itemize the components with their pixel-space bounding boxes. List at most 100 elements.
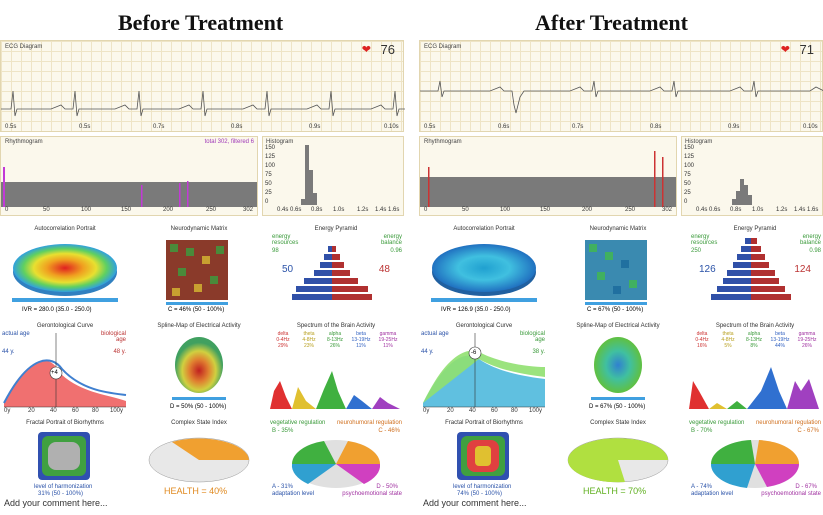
fractal-title: Fractal Portrait of Biorhythms: [445, 420, 523, 426]
rhythmogram-tick: 100: [81, 207, 92, 213]
rhythmogram-tick: 0: [5, 207, 9, 213]
geron-title: Gerontological Curve: [36, 323, 94, 329]
fractal-title: Fractal Portrait of Biorhythms: [26, 420, 104, 426]
energy-title: Energy Pyramid: [733, 226, 777, 232]
pie-al-value: A - 74%: [691, 484, 713, 490]
geron-marker: +4: [51, 370, 58, 376]
rhythmogram-tick: 0: [424, 207, 428, 213]
ecg-trace: [420, 80, 823, 114]
histogram-xtick: 0.4s 0.6s: [277, 207, 302, 213]
histogram-ytick: 0: [684, 199, 688, 205]
rhythmogram-tick: 250: [625, 207, 636, 213]
neurodynamic-title: Neurodynamic Matrix: [589, 226, 647, 232]
histogram-ytick: 50: [684, 181, 691, 187]
geron-actual-label: actual age: [2, 331, 30, 337]
histogram-ytick: 25: [684, 190, 691, 196]
heading-before: Before Treatment: [118, 10, 284, 35]
energy-balance-label: energy balance: [380, 234, 402, 246]
histogram-xtick: 1.0s: [333, 207, 345, 213]
band-delta: delta 0-4Hz 29%: [276, 331, 290, 349]
geron-xtick: 0y: [4, 408, 11, 414]
energy-left-big: 126: [699, 264, 716, 275]
ecg-tick: 0.9s: [309, 124, 321, 130]
comment-input[interactable]: Add your comment here...: [4, 498, 108, 508]
spline-title: Spline-Map of Electrical Activity: [576, 323, 660, 329]
energy-resources-value: 250: [691, 248, 702, 254]
histogram-xtick: 0.8s: [730, 207, 742, 213]
energy-resources-value: 98: [272, 248, 279, 254]
row-portraits: Autocorrelation Portrait IVR = 126.9 (35…: [419, 226, 823, 314]
brain-spectrum: Spectrum of the Brain Activity delta 0-4H…: [687, 323, 823, 415]
pie-vr-value: B - 35%: [272, 428, 294, 434]
rhythmogram-tick: 150: [121, 207, 132, 213]
neurodynamic-c: C = 46% (50 - 100%): [168, 307, 225, 313]
pie-ps-value: D - 50%: [376, 484, 398, 490]
complex-health: HEALTH = 70%: [583, 486, 647, 496]
energy-right-big: 48: [378, 264, 390, 275]
geron-bio-label: biological age: [519, 331, 545, 343]
geron-xtick: 80: [511, 408, 518, 414]
energy-resources-label: energy resources: [272, 234, 299, 246]
complex-state-index: Complex State Index HEALTH = 70%: [555, 420, 681, 510]
histogram-ytick: 25: [265, 190, 272, 196]
pie-al-value: A - 31%: [272, 484, 294, 490]
autocorrelation-portrait: Autocorrelation Portrait IVR = 280.0 (35…: [0, 226, 130, 314]
autocorrelation-disc: [431, 244, 537, 302]
energy-balance-value: 0.98: [809, 248, 821, 254]
pie-vr-label: vegetative regulation: [689, 420, 745, 426]
histogram: Histogram 150 125 100 75 50 25 0 0.4s 0.…: [681, 136, 823, 216]
pie-al-label: adaptation level: [272, 491, 315, 497]
pie-nr-label: neurohumoral regulation: [336, 420, 402, 426]
row-curves: Gerontological Curve actual age 44 y. bi…: [0, 323, 404, 415]
neurodynamic-title: Neurodynamic Matrix: [170, 226, 228, 232]
brain-spectrum: Spectrum of the Brain Activity delta 0-4H…: [268, 323, 404, 415]
rhythmogram: Rhythmogram 0 50 100 150 200 250 302: [419, 136, 677, 216]
pie-chart: [291, 440, 381, 488]
row-curves: Gerontological Curve actual age 44 y. bi…: [419, 323, 823, 415]
brain-title: Spectrum of the Brain Activity: [715, 323, 795, 329]
state-pie: vegetative regulation B - 70% neurohumor…: [687, 420, 823, 510]
heading-after: After Treatment: [535, 10, 688, 35]
rhythmogram-bars: [420, 151, 676, 207]
histogram-ytick: 125: [265, 154, 276, 160]
ecg-diagram: ECG Diagram ❤ 71 0.5s 0.6s 0.7s 0.8s 0.9…: [419, 40, 823, 132]
geron-bio-value: 48 y.: [113, 349, 126, 355]
histogram-xtick: 1.2s: [776, 207, 788, 213]
histogram-xtick: 1.4s 1.6s: [794, 207, 819, 213]
geron-actual-value: 44 y.: [421, 349, 434, 355]
neurodynamic-c: C = 67% (50 - 100%): [587, 307, 644, 313]
geron-xtick: 40: [50, 408, 57, 414]
complex-disc: [148, 437, 250, 483]
rhythmogram-tick: 302: [243, 207, 254, 213]
pie-vr-label: vegetative regulation: [270, 420, 326, 426]
fractal-portrait: Fractal Portrait of Biorhythms level of …: [0, 420, 130, 510]
pie-nr-value: C - 67%: [797, 428, 819, 434]
fractal-image: [457, 432, 509, 480]
geron-xtick: 20: [447, 408, 454, 414]
rhythmogram-bars: [1, 167, 257, 207]
ecg-tick: 0.7s: [153, 124, 165, 130]
histogram-xtick: 1.2s: [357, 207, 369, 213]
band-gamma: gamma 19-25Hz 11%: [378, 331, 398, 349]
neurodynamic-grid: [585, 240, 647, 305]
autocorrelation-title: Autocorrelation Portrait: [34, 226, 96, 232]
gerontological-curve: Gerontological Curve actual age 44 y. bi…: [0, 323, 130, 415]
complex-health: HEALTH = 40%: [164, 486, 228, 496]
fractal-value: 74% (50 - 100%): [457, 491, 503, 497]
ecg-tick: 0.6s: [498, 124, 510, 130]
energy-resources-label: energy resources: [691, 234, 718, 246]
complex-title: Complex State Index: [171, 420, 227, 426]
histogram-xtick: 0.8s: [311, 207, 323, 213]
rhythmogram-title: Rhythmogram: [5, 139, 43, 145]
brain-title: Spectrum of the Brain Activity: [296, 323, 376, 329]
band-delta: delta 0-4Hz 16%: [695, 331, 709, 349]
fractal-portrait: Fractal Portrait of Biorhythms level of …: [419, 420, 549, 510]
ecg-tick: 0.8s: [231, 124, 243, 130]
comment-input[interactable]: Add your comment here...: [423, 498, 527, 508]
rhythmogram-tick: 302: [662, 207, 673, 213]
ecg-diagram: ECG Diagram ❤ 76 0.5s 0.5s 0.7s 0.8s 0.9…: [0, 40, 405, 132]
histogram-bars: [301, 145, 317, 205]
panel-after: ECG Diagram ❤ 71 0.5s 0.6s 0.7s 0.8s 0.9…: [419, 40, 823, 510]
complex-title: Complex State Index: [590, 420, 646, 426]
band-beta: beta 13-19Hz 11%: [351, 331, 371, 349]
